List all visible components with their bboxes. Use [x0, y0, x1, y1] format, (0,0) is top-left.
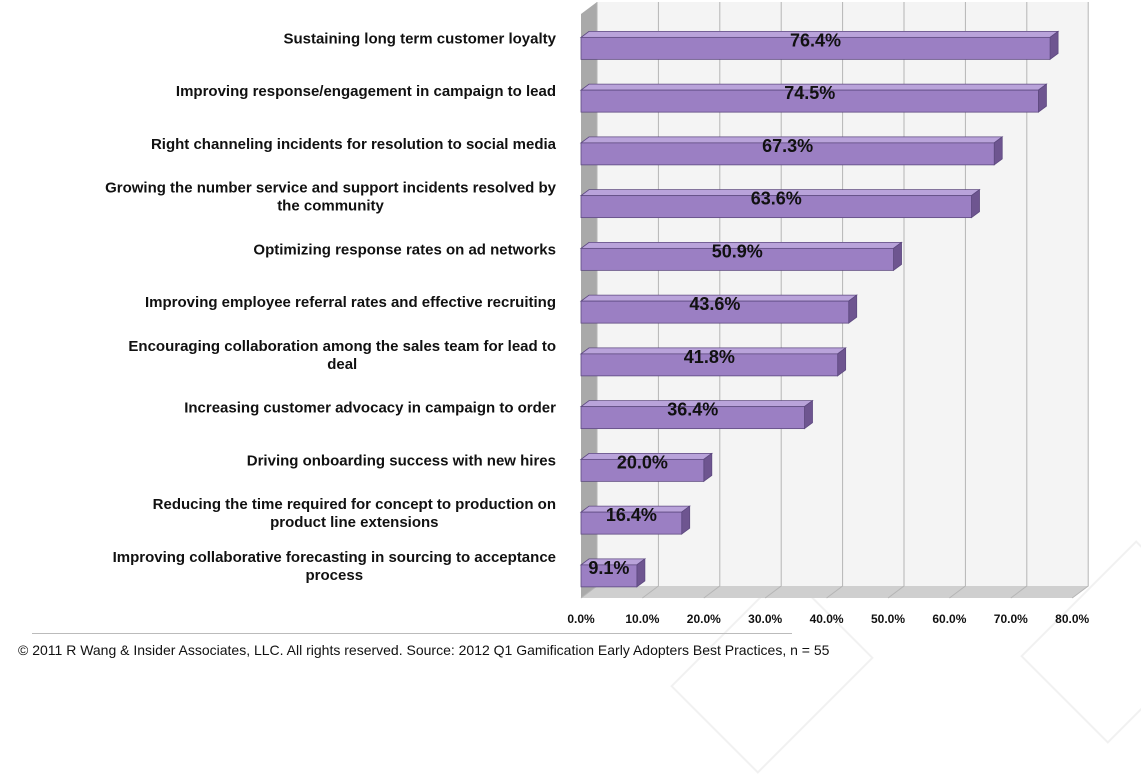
category-label-line: Driving onboarding success with new hire… — [247, 452, 556, 469]
gridline — [1071, 2, 1089, 599]
x-tick-label: 40.0% — [810, 612, 844, 626]
x-tick-label: 10.0% — [625, 612, 659, 626]
category-label: Driving onboarding success with new hire… — [247, 452, 556, 469]
category-label-line: Increasing customer advocacy in campaign… — [184, 400, 556, 417]
bar-value-label: 63.6% — [751, 189, 802, 209]
category-label-line: Improving collaborative forecasting in s… — [113, 549, 556, 566]
category-label: Improving employee referral rates and ef… — [145, 294, 556, 311]
category-label: Reducing the time required for concept t… — [153, 496, 556, 531]
bar-value-label: 50.9% — [712, 241, 763, 261]
bar-front-face — [580, 142, 995, 166]
category-label: Increasing customer advocacy in campaign… — [184, 400, 556, 417]
bars: 76.4% 74.5% 67.3% 63.6% 50.9% 43.6% 41.8% 36.4%… — [579, 30, 1060, 588]
category-label-line: Optimizing response rates on ad networks — [253, 241, 556, 258]
category-label-line: Sustaining long term customer loyalty — [283, 30, 556, 47]
bar-front-face — [580, 406, 805, 430]
bar-value-label: 36.4% — [667, 400, 718, 420]
bar-value-label: 20.0% — [617, 452, 668, 472]
category-label-line: process — [306, 567, 364, 584]
category-label-line: the community — [277, 198, 384, 215]
bar-value-label: 74.5% — [784, 83, 835, 103]
category-label: Improving response/engagement in campaig… — [176, 83, 556, 100]
bar — [579, 558, 647, 588]
x-axis-ticks: 0.0% 10.0% 20.0% 30.0% 40.0% 50.0% 60.0% 70.0% 8… — [567, 612, 1089, 626]
category-label-line: Improving employee referral rates and ef… — [145, 294, 556, 311]
bar-front-face — [580, 89, 1039, 113]
category-label-line: Reducing the time required for concept t… — [153, 496, 556, 513]
bar-value-label: 67.3% — [762, 136, 813, 156]
bar — [579, 294, 858, 324]
x-tick-label: 70.0% — [994, 612, 1028, 626]
bar — [579, 241, 903, 272]
bar — [579, 30, 1060, 61]
category-label-line: product line extensions — [270, 514, 438, 531]
bar-front-face — [580, 36, 1051, 60]
bar-front-face — [580, 195, 972, 219]
x-tick-label: 0.0% — [567, 612, 595, 626]
bar-front-face — [580, 353, 839, 377]
category-label: Right channeling incidents for resolutio… — [151, 136, 557, 153]
bar — [579, 452, 713, 483]
x-tick-label: 20.0% — [687, 612, 721, 626]
category-label: Growing the number service and support i… — [105, 180, 557, 215]
footer-divider — [32, 633, 792, 634]
bar-value-label: 41.8% — [684, 347, 735, 367]
bar-value-label: 43.6% — [689, 294, 740, 314]
x-tick-label: 50.0% — [871, 612, 905, 626]
bar — [579, 399, 814, 430]
category-label-line: deal — [327, 356, 357, 373]
bar-front-face — [580, 458, 705, 482]
bar — [579, 83, 1048, 113]
category-label-line: Growing the number service and support i… — [105, 180, 557, 197]
bar-chart: 76.4% 74.5% 67.3% 63.6% 50.9% 43.6% 41.8% 36.4%… — [105, 2, 1090, 626]
category-label-line: Encouraging collaboration among the sale… — [128, 338, 556, 355]
x-tick-label: 60.0% — [932, 612, 966, 626]
bar-front-face — [580, 300, 850, 324]
category-label: Optimizing response rates on ad networks — [253, 241, 556, 258]
bar-value-label: 9.1% — [588, 558, 629, 578]
bar — [579, 136, 1004, 166]
category-label: Sustaining long term customer loyalty — [283, 30, 556, 47]
bar — [579, 347, 847, 377]
category-labels: Sustaining long term customer loyalty Imp… — [105, 30, 557, 584]
bar-front-face — [580, 247, 894, 271]
category-label: Improving collaborative forecasting in s… — [113, 549, 556, 584]
x-tick-label: 30.0% — [748, 612, 782, 626]
category-label: Encouraging collaboration among the sale… — [128, 338, 556, 373]
bar — [579, 505, 691, 535]
bar-front-face — [580, 564, 638, 588]
x-tick-label: 80.0% — [1055, 612, 1089, 626]
bar-value-label: 76.4% — [790, 30, 841, 50]
category-label-line: Improving response/engagement in campaig… — [176, 83, 556, 100]
copyright-footer: © 2011 R Wang & Insider Associates, LLC.… — [18, 642, 830, 658]
bar-value-label: 16.4% — [606, 505, 657, 525]
gridline — [1010, 2, 1028, 599]
bar — [579, 188, 981, 219]
category-label-line: Right channeling incidents for resolutio… — [151, 136, 557, 153]
bar-front-face — [580, 511, 683, 535]
